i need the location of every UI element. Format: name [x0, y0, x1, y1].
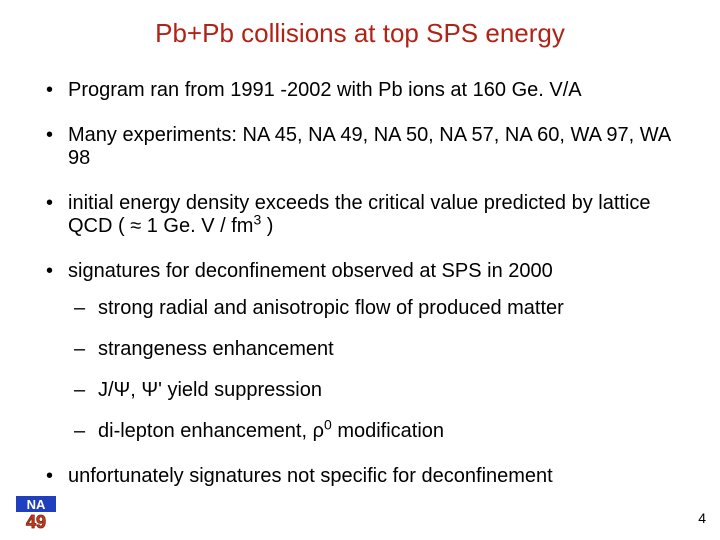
logo-top-text: NA [27, 497, 46, 512]
bullet-item: Many experiments: NA 45, NA 49, NA 50, N… [40, 124, 680, 170]
slide-title: Pb+Pb collisions at top SPS energy [40, 18, 680, 49]
bullet-item: unfortunately signatures not specific fo… [40, 465, 680, 488]
sub-item: strangeness enhancement [68, 338, 680, 361]
sub-text: strong radial and anisotropic flow of pr… [98, 297, 564, 319]
bullet-list: Program ran from 1991 -2002 with Pb ions… [40, 79, 680, 488]
bullet-text: signatures for deconfinement observed at… [68, 260, 553, 282]
sub-text: J/Ψ, Ψ' yield suppression [98, 379, 322, 401]
sub-list: strong radial and anisotropic flow of pr… [68, 297, 680, 443]
na49-logo-icon: NA 49 [16, 496, 56, 530]
superscript: 0 [324, 416, 332, 432]
sub-item: strong radial and anisotropic flow of pr… [68, 297, 680, 320]
bullet-text: ) [261, 215, 273, 237]
sub-text: strangeness enhancement [98, 338, 334, 360]
bullet-item: initial energy density exceeds the criti… [40, 192, 680, 238]
bullet-text: Program ran from 1991 -2002 with Pb ions… [68, 79, 582, 101]
page-number: 4 [698, 510, 706, 526]
logo-bottom-text: 49 [26, 512, 46, 530]
bullet-item: signatures for deconfinement observed at… [40, 260, 680, 443]
sub-item: J/Ψ, Ψ' yield suppression [68, 379, 680, 402]
bullet-text: unfortunately signatures not specific fo… [68, 465, 553, 487]
bullet-item: Program ran from 1991 -2002 with Pb ions… [40, 79, 680, 102]
sub-text: modification [332, 420, 444, 442]
bullet-text: Many experiments: NA 45, NA 49, NA 50, N… [68, 124, 670, 169]
slide: Pb+Pb collisions at top SPS energy Progr… [0, 0, 720, 540]
bullet-text: initial energy density exceeds the criti… [68, 192, 651, 237]
sub-text: di-lepton enhancement, ρ [98, 420, 324, 442]
sub-item: di-lepton enhancement, ρ0 modification [68, 420, 680, 443]
